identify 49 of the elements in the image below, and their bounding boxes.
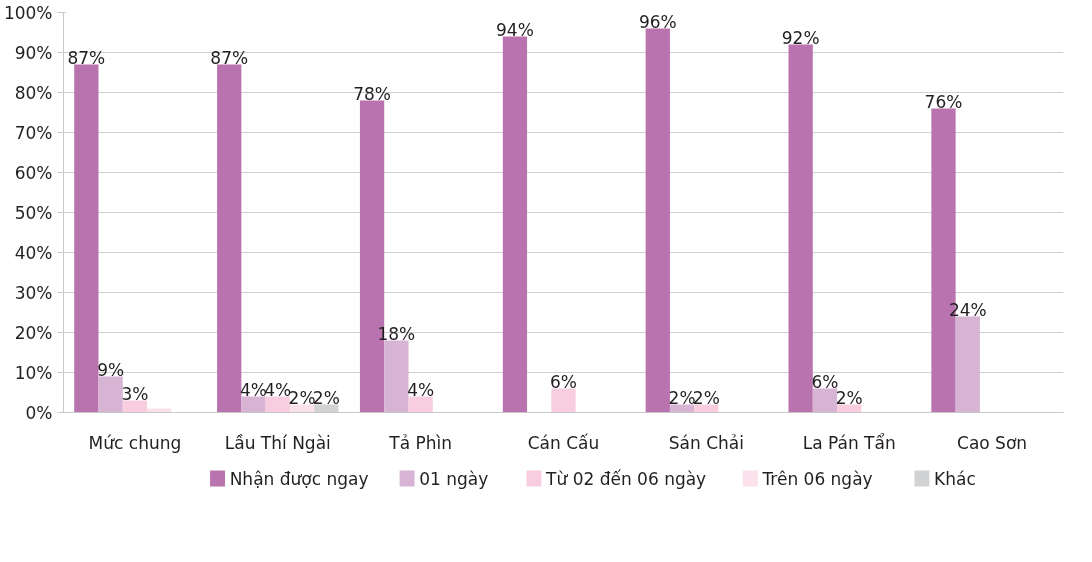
legend-label: Trên 06 ngày: [761, 468, 873, 489]
data-label: 6%: [550, 371, 577, 392]
y-tick-label: 0%: [25, 402, 53, 423]
data-label: 96%: [638, 11, 677, 32]
data-label: 3%: [121, 383, 149, 404]
bar: [265, 396, 290, 413]
legend-label: Từ 02 đến 06 ngày: [545, 468, 707, 489]
x-tick-label: Lầu Thí Ngài: [224, 432, 331, 453]
x-tick-label: Cao Sơn: [957, 432, 1028, 453]
y-tick-label: 90%: [14, 42, 53, 63]
y-tick-label: 50%: [14, 202, 53, 223]
data-label: 9%: [97, 359, 125, 380]
bar: [74, 64, 99, 413]
data-label: 94%: [496, 19, 534, 40]
y-tick-label: 30%: [14, 282, 53, 303]
legend-label: Nhận được ngay: [229, 468, 369, 489]
data-label: 78%: [353, 83, 391, 104]
y-tick-label: 70%: [14, 122, 53, 143]
bar: [788, 44, 813, 413]
x-tick-label: Tả Phìn: [388, 432, 453, 453]
bar: [241, 396, 266, 413]
y-tick-label: 100%: [3, 2, 53, 23]
legend-label: 01 ngày: [419, 468, 489, 489]
y-tick-label: 60%: [14, 162, 53, 183]
y-tick-label: 20%: [14, 322, 53, 343]
bar: [645, 28, 670, 413]
bar: [551, 388, 576, 413]
legend-label: Khác: [934, 468, 976, 489]
bar: [955, 316, 980, 413]
y-tick-label: 80%: [14, 82, 53, 103]
x-tick-label: Sán Chải: [668, 432, 744, 453]
data-label: 87%: [67, 47, 106, 68]
bar: [502, 36, 528, 413]
y-tick-label: 40%: [14, 242, 53, 263]
bar: [812, 388, 838, 413]
x-tick-label: Mức chung: [88, 432, 182, 453]
x-tick-label: La Pán Tẩn: [802, 432, 896, 453]
data-label: 4%: [407, 379, 435, 400]
data-label: 87%: [210, 47, 249, 68]
bar: [694, 404, 719, 413]
bar: [384, 340, 409, 413]
x-tick-label: Cán Cấu: [527, 432, 600, 453]
data-label: 76%: [924, 91, 963, 112]
bar: [217, 64, 242, 413]
bar: [408, 396, 433, 413]
bar: [122, 400, 148, 413]
bar: [98, 376, 123, 413]
data-label: 92%: [781, 27, 820, 48]
y-tick-label: 10%: [14, 362, 53, 383]
